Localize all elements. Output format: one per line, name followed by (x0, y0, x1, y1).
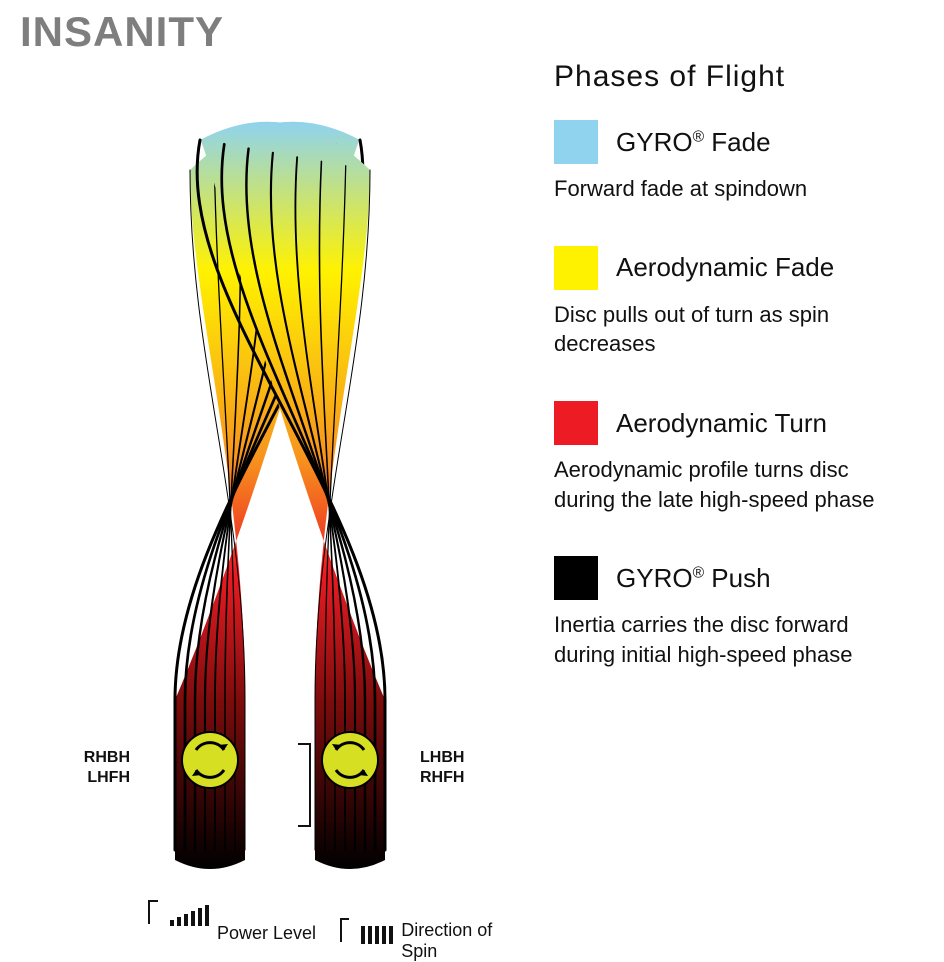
phase-swatch (554, 246, 598, 290)
phase-desc: Aerodynamic profile turns disc during th… (554, 455, 914, 514)
throw-right-line2: RHFH (420, 768, 464, 788)
phase-swatch (554, 401, 598, 445)
legend: Phases of Flight GYRO® Fade Forward fade … (554, 60, 914, 712)
phase-name: GYRO® Push (616, 563, 771, 594)
phase-swatch (554, 120, 598, 164)
phase-3: GYRO® Push Inertia carries the disc forwa… (554, 556, 914, 669)
phase-desc: Inertia carries the disc forward during … (554, 610, 914, 669)
spin-bars-icon (361, 922, 393, 944)
phase-0: GYRO® Fade Forward fade at spindown (554, 120, 914, 204)
power-bars-icon (170, 904, 209, 926)
phase-1: Aerodynamic Fade Disc pulls out of turn a… (554, 246, 914, 359)
spin-direction-label: Direction of Spin (401, 920, 520, 962)
phase-name: GYRO® Fade (616, 127, 771, 158)
throw-label-left: RHBH LHFH (70, 748, 130, 788)
phase-desc: Forward fade at spindown (554, 174, 914, 204)
page-title: INSANITY (20, 8, 224, 56)
phase-name: Aerodynamic Fade (616, 252, 834, 283)
spin-direction-key: Direction of Spin (340, 902, 520, 944)
power-level-label: Power Level (217, 923, 316, 944)
throw-left-line1: RHBH (70, 748, 130, 768)
throw-left-line2: LHFH (70, 768, 130, 788)
throw-right-line1: LHBH (420, 748, 464, 768)
flight-chart: RHBH LHFH LHBH RHFH Power Level Directio… (40, 60, 520, 880)
legend-heading: Phases of Flight (554, 60, 914, 94)
phase-desc: Disc pulls out of turn as spin decreases (554, 300, 914, 359)
spin-bracket (298, 740, 318, 830)
phase-name: Aerodynamic Turn (616, 408, 827, 439)
throw-label-right: LHBH RHFH (420, 748, 464, 788)
phase-swatch (554, 556, 598, 600)
phase-2: Aerodynamic Turn Aerodynamic profile turn… (554, 401, 914, 514)
power-level-key: Power Level (148, 902, 316, 926)
